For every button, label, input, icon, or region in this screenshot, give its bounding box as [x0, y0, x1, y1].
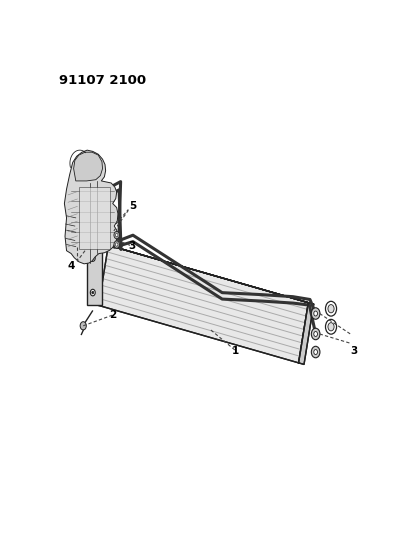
Circle shape [326, 319, 337, 334]
Polygon shape [108, 245, 314, 304]
Circle shape [314, 350, 318, 354]
Circle shape [116, 233, 118, 237]
Circle shape [314, 311, 318, 316]
Text: 5: 5 [129, 201, 137, 211]
Polygon shape [87, 246, 102, 305]
Polygon shape [79, 187, 110, 249]
Polygon shape [73, 152, 102, 181]
Circle shape [90, 289, 95, 296]
Circle shape [90, 255, 95, 261]
Circle shape [114, 241, 119, 248]
Circle shape [314, 332, 318, 336]
Text: 2: 2 [109, 310, 116, 320]
Circle shape [311, 346, 320, 358]
Polygon shape [299, 303, 314, 365]
Polygon shape [98, 245, 308, 363]
Circle shape [116, 243, 118, 246]
Text: 4: 4 [67, 261, 75, 271]
Circle shape [328, 304, 334, 313]
Text: 91107 2100: 91107 2100 [59, 74, 146, 87]
Circle shape [80, 322, 86, 330]
Circle shape [92, 291, 94, 294]
Circle shape [311, 308, 320, 319]
Text: 3: 3 [351, 346, 358, 356]
Circle shape [311, 328, 320, 340]
Text: 3: 3 [129, 241, 136, 251]
Circle shape [92, 257, 94, 260]
Circle shape [328, 322, 334, 331]
Text: 1: 1 [232, 345, 239, 356]
Circle shape [326, 301, 337, 316]
Polygon shape [64, 150, 118, 264]
Circle shape [114, 231, 119, 239]
